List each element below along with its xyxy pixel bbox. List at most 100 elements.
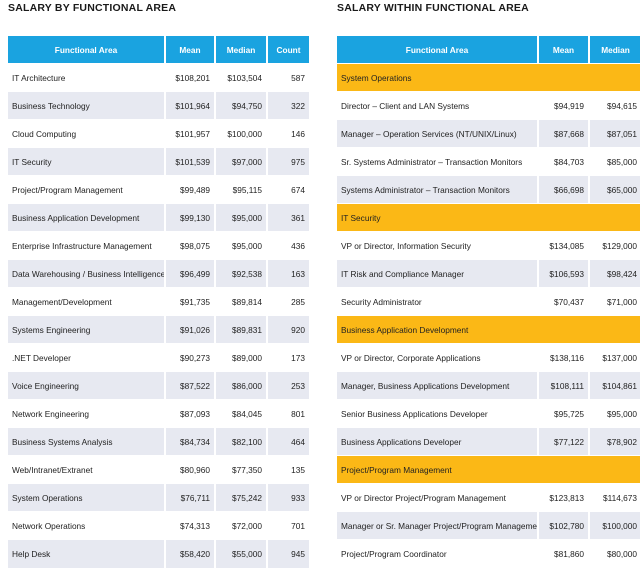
section-row: Project/Program Management xyxy=(335,455,640,484)
cell-value: $55,000 xyxy=(214,539,267,568)
cell-label: Help Desk xyxy=(6,539,165,568)
cell-value: $114,673 xyxy=(588,483,640,512)
cell-value: $89,814 xyxy=(214,287,267,316)
section-row: Business Application Development xyxy=(335,315,640,344)
cell-value: $137,000 xyxy=(588,343,640,372)
column-header: Median xyxy=(588,35,640,64)
cell-label: Cloud Computing xyxy=(6,119,165,148)
table-row: Manager, Business Applications Developme… xyxy=(335,371,640,400)
column-header: Count xyxy=(266,35,309,64)
left-title: SALARY BY FUNCTIONAL AREA xyxy=(8,2,177,14)
cell-value: $97,000 xyxy=(214,147,267,176)
cell-label: IT Architecture xyxy=(6,63,165,92)
cell-value: $87,051 xyxy=(588,119,640,148)
cell-value: $94,750 xyxy=(214,91,267,120)
cell-value: 801 xyxy=(266,399,309,428)
cell-value: 163 xyxy=(266,259,309,288)
cell-value: $102,780 xyxy=(537,511,589,540)
table-row: VP or Director Project/Program Managemen… xyxy=(335,483,640,512)
cell-value: $99,130 xyxy=(164,203,215,232)
cell-value: $77,122 xyxy=(537,427,589,456)
table-row: Network Operations $74,313 $72,000 701 xyxy=(6,511,309,540)
cell-label: Voice Engineering xyxy=(6,371,165,400)
cell-value: $104,861 xyxy=(588,371,640,400)
section-title: System Operations xyxy=(335,63,640,92)
cell-value: $91,026 xyxy=(164,315,215,344)
cell-label: IT Security xyxy=(6,147,165,176)
cell-value: $81,860 xyxy=(537,539,589,568)
cell-value: $89,000 xyxy=(214,343,267,372)
cell-value: $95,000 xyxy=(214,231,267,260)
cell-label: Project/Program Coordinator xyxy=(335,539,538,568)
cell-value: $95,000 xyxy=(588,399,640,428)
cell-label: .NET Developer xyxy=(6,343,165,372)
section-row: System Operations xyxy=(335,63,640,92)
cell-label: Project/Program Management xyxy=(6,175,165,204)
cell-value: $85,000 xyxy=(588,147,640,176)
cell-value: 173 xyxy=(266,343,309,372)
cell-value: $87,522 xyxy=(164,371,215,400)
cell-value: $87,093 xyxy=(164,399,215,428)
cell-value: $91,735 xyxy=(164,287,215,316)
table-row: Business Applications Developer $77,122 $7… xyxy=(335,427,640,456)
salary-table: Functional Area Mean Median Count IT Archite… xyxy=(6,35,309,568)
cell-value: $89,831 xyxy=(214,315,267,344)
cell-value: $95,115 xyxy=(214,175,267,204)
cell-value: 361 xyxy=(266,203,309,232)
cell-value: $72,000 xyxy=(214,511,267,540)
cell-label: Manager – Operation Services (NT/UNIX/Li… xyxy=(335,119,538,148)
table-row: Web/Intranet/Extranet $80,960 $77,350 135 xyxy=(6,455,309,484)
cell-value: $58,420 xyxy=(164,539,215,568)
table-row: Systems Engineering $91,026 $89,831 920 xyxy=(6,315,309,344)
cell-value: $77,350 xyxy=(214,455,267,484)
cell-value: $106,593 xyxy=(537,259,589,288)
cell-label: Data Warehousing / Business Intelligence xyxy=(6,259,165,288)
cell-value: $99,489 xyxy=(164,175,215,204)
cell-value: $87,668 xyxy=(537,119,589,148)
cell-label: System Operations xyxy=(6,483,165,512)
table-row: IT Architecture $108,201 $103,504 587 xyxy=(6,63,309,92)
table-row: Security Administrator $70,437 $71,000 xyxy=(335,287,640,316)
cell-value: 135 xyxy=(266,455,309,484)
cell-value: $84,045 xyxy=(214,399,267,428)
cell-label: VP or Director, Corporate Applications xyxy=(335,343,538,372)
cell-value: 253 xyxy=(266,371,309,400)
table-row: Help Desk $58,420 $55,000 945 xyxy=(6,539,309,568)
section-title: IT Security xyxy=(335,203,640,232)
cell-value: 285 xyxy=(266,287,309,316)
cell-label: Manager, Business Applications Developme… xyxy=(335,371,538,400)
cell-label: Systems Administrator – Transaction Moni… xyxy=(335,175,538,204)
cell-value: $80,960 xyxy=(164,455,215,484)
cell-label: Enterprise Infrastructure Management xyxy=(6,231,165,260)
cell-label: Web/Intranet/Extranet xyxy=(6,455,165,484)
cell-value: $84,734 xyxy=(164,427,215,456)
table-row: Business Application Development $99,130 $… xyxy=(6,203,309,232)
cell-value: $98,424 xyxy=(588,259,640,288)
cell-value: 464 xyxy=(266,427,309,456)
cell-value: $100,000 xyxy=(588,511,640,540)
cell-label: Sr. Systems Administrator – Transaction … xyxy=(335,147,538,176)
cell-value: $66,698 xyxy=(537,175,589,204)
table-row: Enterprise Infrastructure Management $98,… xyxy=(6,231,309,260)
cell-value: $92,538 xyxy=(214,259,267,288)
column-header: Median xyxy=(214,35,267,64)
cell-value: $71,000 xyxy=(588,287,640,316)
table-row: Project/Program Coordinator $81,860 $80,00… xyxy=(335,539,640,568)
cell-value: $100,000 xyxy=(214,119,267,148)
column-header: Mean xyxy=(164,35,215,64)
section-row: IT Security xyxy=(335,203,640,232)
cell-value: $103,504 xyxy=(214,63,267,92)
cell-label: VP or Director, Information Security xyxy=(335,231,538,260)
cell-label: Security Administrator xyxy=(335,287,538,316)
table-row: Management/Development $91,735 $89,814 285 xyxy=(6,287,309,316)
cell-value: $90,273 xyxy=(164,343,215,372)
column-header: Functional Area xyxy=(6,35,165,64)
table-row: IT Security $101,539 $97,000 975 xyxy=(6,147,309,176)
table-row: VP or Director, Information Security $134… xyxy=(335,231,640,260)
cell-value: $101,539 xyxy=(164,147,215,176)
cell-value: $80,000 xyxy=(588,539,640,568)
column-header: Functional Area xyxy=(335,35,538,64)
cell-value: $108,201 xyxy=(164,63,215,92)
cell-label: VP or Director Project/Program Managemen… xyxy=(335,483,538,512)
